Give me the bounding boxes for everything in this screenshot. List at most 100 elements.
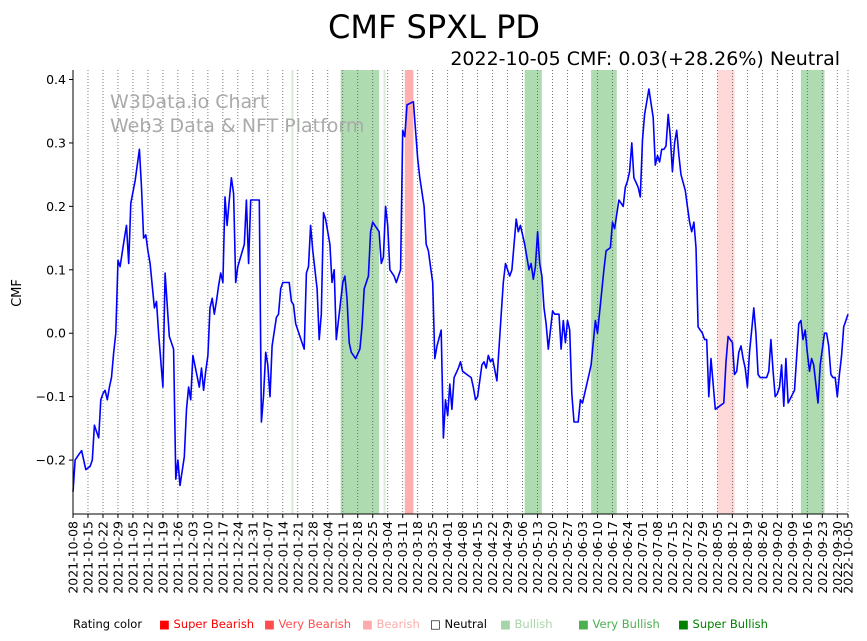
y-axis-label: CMF — [10, 279, 25, 307]
watermark-line-2: Web3 Data & NFT Platform — [110, 115, 364, 137]
x-tick-label: 2021-11-12 — [140, 521, 155, 594]
x-tick-label: 2022-08-12 — [725, 521, 740, 594]
x-tick-label: 2022-10-05 — [841, 521, 856, 594]
y-axis-ticks: −0.2 −0.1 0.0 0.1 0.2 0.3 0.4 — [36, 72, 73, 468]
x-tick-label: 2022-07-22 — [680, 521, 695, 594]
x-tick-label: 2022-09-09 — [785, 521, 800, 594]
rating-band — [717, 70, 735, 514]
y-tick-label: 0.3 — [46, 135, 66, 150]
rating-band — [404, 70, 414, 514]
x-tick-label: 2021-12-03 — [185, 521, 200, 594]
rating-band — [800, 70, 825, 514]
x-tick-label: 2022-09-30 — [830, 521, 845, 594]
legend-item-text: Bearish — [377, 617, 420, 631]
legend-item: ■ Super Bullish — [678, 617, 768, 631]
x-tick-label: 2022-03-11 — [395, 521, 410, 594]
x-tick-label: 2022-01-21 — [290, 521, 305, 594]
y-tick-label: 0.4 — [46, 72, 66, 87]
x-tick-label: 2022-08-26 — [755, 521, 770, 594]
legend-item-text: Bullish — [515, 617, 553, 631]
legend-item: ■ Super Bearish — [159, 617, 254, 631]
x-tick-label: 2022-02-18 — [350, 521, 365, 594]
x-tick-label: 2021-11-26 — [170, 521, 185, 594]
legend-item-text: Neutral — [445, 617, 487, 631]
x-tick-label: 2022-02-11 — [335, 521, 350, 594]
x-tick-label: 2022-05-06 — [515, 521, 530, 594]
legend-item-text: Very Bullish — [593, 617, 660, 631]
rating-band — [291, 70, 294, 514]
x-tick-label: 2022-03-04 — [380, 521, 395, 594]
legend-item: ■ Bearish — [362, 617, 420, 631]
x-tick-label: 2021-12-24 — [230, 521, 245, 594]
x-tick-label: 2022-02-25 — [365, 521, 380, 594]
x-tick-label: 2021-11-05 — [125, 521, 140, 594]
x-tick-label: 2022-03-18 — [410, 521, 425, 594]
x-tick-label: 2022-07-29 — [695, 521, 710, 594]
rating-bands — [291, 70, 825, 514]
legend-item: □ Neutral — [430, 617, 487, 631]
x-tick-label: 2022-04-29 — [500, 521, 515, 594]
legend-item-text: Super Bearish — [174, 617, 255, 631]
rating-band — [383, 70, 386, 514]
rating-band — [591, 70, 617, 514]
y-tick-label: 0.0 — [46, 326, 66, 341]
x-tick-label: 2022-06-03 — [575, 521, 590, 594]
x-tick-label: 2022-01-28 — [305, 521, 320, 594]
x-tick-label: 2022-09-16 — [800, 521, 815, 594]
x-tick-label: 2021-11-19 — [155, 521, 170, 594]
x-tick-label: 2022-08-19 — [740, 521, 755, 594]
legend-item-text: Very Bearish — [279, 617, 351, 631]
legend-item: ■ Very Bearish — [264, 617, 351, 631]
axes — [72, 70, 848, 515]
legend-item-text: Super Bullish — [693, 617, 768, 631]
x-tick-label: 2022-02-04 — [320, 521, 335, 594]
x-tick-label: 2022-01-07 — [260, 521, 275, 594]
x-tick-label: 2021-10-29 — [111, 521, 126, 594]
vertical-gridlines — [72, 70, 849, 514]
y-tick-label: −0.2 — [36, 453, 66, 468]
legend-item: ■ Bullish — [500, 617, 553, 631]
x-tick-label: 2022-09-02 — [770, 521, 785, 594]
x-tick-label: 2022-07-01 — [635, 521, 650, 594]
y-tick-label: −0.1 — [36, 389, 66, 404]
y-tick-label: 0.1 — [46, 262, 66, 277]
x-tick-label: 2022-06-24 — [620, 521, 635, 594]
x-tick-label: 2021-10-15 — [81, 521, 96, 594]
x-tick-label: 2022-04-15 — [470, 521, 485, 594]
x-tick-label: 2021-10-08 — [66, 521, 81, 594]
legend-marker: ■ — [264, 617, 279, 631]
x-tick-label: 2022-05-27 — [560, 521, 575, 594]
x-tick-label: 2022-06-10 — [590, 521, 605, 594]
legend-marker: ■ — [678, 617, 693, 631]
legend-item: ■ Very Bullish — [578, 617, 660, 631]
legend-marker: ■ — [500, 617, 515, 631]
chart-subtitle: 2022-10-05 CMF: 0.03(+28.26%) Neutral — [450, 48, 840, 70]
x-tick-label: 2022-06-17 — [605, 521, 620, 594]
rating-legend: Rating color ■ Super Bearish ■ Very Bearis… — [73, 617, 768, 631]
x-tick-label: 2021-12-31 — [245, 521, 260, 594]
rating-band — [524, 70, 542, 514]
chart-title: CMF SPXL PD — [328, 8, 540, 46]
x-tick-label: 2022-04-08 — [455, 521, 470, 594]
x-tick-label: 2021-12-10 — [200, 521, 215, 594]
x-axis-ticks: 2021-10-08 2021-10-15 2021-10-22 2021-10-29… — [66, 514, 856, 594]
cmf-series-line — [72, 88, 849, 492]
x-tick-label: 2022-04-01 — [440, 521, 455, 594]
legend-marker: □ — [430, 617, 445, 631]
x-tick-label: 2022-03-25 — [425, 521, 440, 594]
x-tick-label: 2021-12-17 — [215, 521, 230, 594]
x-tick-label: 2022-07-15 — [665, 521, 680, 594]
legend-marker: ■ — [578, 617, 593, 631]
x-tick-label: 2021-10-22 — [96, 521, 111, 594]
x-tick-label: 2022-01-14 — [275, 521, 290, 594]
x-tick-label: 2022-07-08 — [650, 521, 665, 594]
y-tick-label: 0.2 — [46, 199, 66, 214]
x-tick-label: 2022-08-05 — [710, 521, 725, 594]
legend-label: Rating color — [73, 617, 142, 631]
legend-marker: ■ — [362, 617, 377, 631]
watermark-line-1: W3Data.io Chart — [110, 91, 267, 113]
x-tick-label: 2022-04-22 — [485, 521, 500, 594]
x-tick-label: 2022-09-23 — [815, 521, 830, 594]
x-tick-label: 2022-05-20 — [545, 521, 560, 594]
